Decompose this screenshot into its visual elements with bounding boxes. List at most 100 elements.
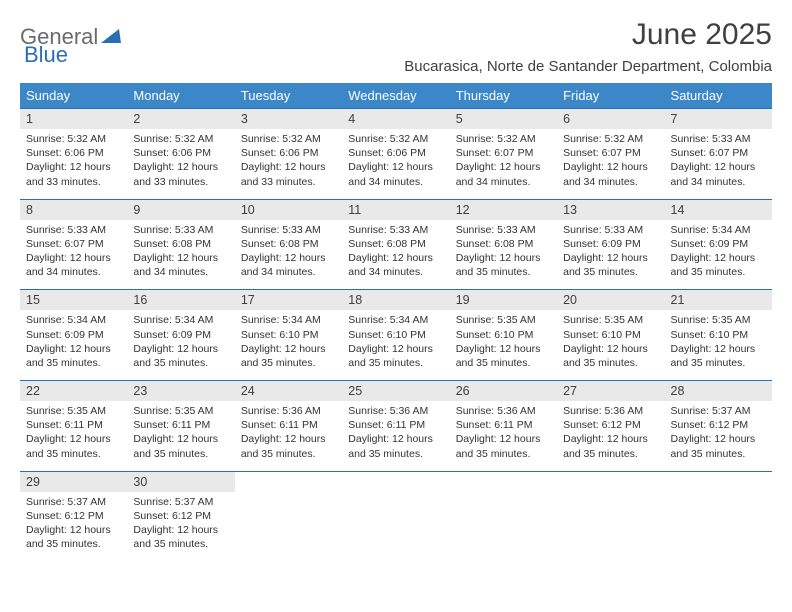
sunrise-text: Sunrise: 5:34 AM <box>241 313 336 327</box>
sunrise-text: Sunrise: 5:37 AM <box>26 495 121 509</box>
daylight-text: Daylight: 12 hours and 34 minutes. <box>241 251 336 279</box>
weekday-header: Wednesday <box>342 83 449 109</box>
sunrise-text: Sunrise: 5:34 AM <box>348 313 443 327</box>
day-details: Sunrise: 5:34 AMSunset: 6:09 PMDaylight:… <box>665 220 772 290</box>
daylight-text: Daylight: 12 hours and 35 minutes. <box>241 342 336 370</box>
sunset-text: Sunset: 6:07 PM <box>456 146 551 160</box>
daylight-text: Daylight: 12 hours and 34 minutes. <box>671 160 766 188</box>
daylight-text: Daylight: 12 hours and 35 minutes. <box>563 432 658 460</box>
calendar-cell: 3Sunrise: 5:32 AMSunset: 6:06 PMDaylight… <box>235 109 342 200</box>
sunrise-text: Sunrise: 5:35 AM <box>133 404 228 418</box>
sunset-text: Sunset: 6:10 PM <box>241 328 336 342</box>
day-details: Sunrise: 5:35 AMSunset: 6:10 PMDaylight:… <box>557 310 664 380</box>
sunrise-text: Sunrise: 5:34 AM <box>671 223 766 237</box>
calendar-cell: 23Sunrise: 5:35 AMSunset: 6:11 PMDayligh… <box>127 381 234 472</box>
sunrise-text: Sunrise: 5:32 AM <box>348 132 443 146</box>
calendar-cell: 5Sunrise: 5:32 AMSunset: 6:07 PMDaylight… <box>450 109 557 200</box>
sunset-text: Sunset: 6:06 PM <box>348 146 443 160</box>
daylight-text: Daylight: 12 hours and 35 minutes. <box>133 523 228 551</box>
sunset-text: Sunset: 6:07 PM <box>671 146 766 160</box>
day-number: 21 <box>665 290 772 310</box>
calendar-cell: 1Sunrise: 5:32 AMSunset: 6:06 PMDaylight… <box>20 109 127 200</box>
day-details: Sunrise: 5:36 AMSunset: 6:12 PMDaylight:… <box>557 401 664 471</box>
calendar-cell: 2Sunrise: 5:32 AMSunset: 6:06 PMDaylight… <box>127 109 234 200</box>
day-number: 20 <box>557 290 664 310</box>
weekday-header: Saturday <box>665 83 772 109</box>
day-number: 10 <box>235 200 342 220</box>
weekday-header: Monday <box>127 83 234 109</box>
daylight-text: Daylight: 12 hours and 33 minutes. <box>26 160 121 188</box>
day-details: Sunrise: 5:32 AMSunset: 6:07 PMDaylight:… <box>450 129 557 199</box>
day-number: 3 <box>235 109 342 129</box>
sunset-text: Sunset: 6:09 PM <box>26 328 121 342</box>
sunset-text: Sunset: 6:08 PM <box>133 237 228 251</box>
daylight-text: Daylight: 12 hours and 35 minutes. <box>456 432 551 460</box>
daylight-text: Daylight: 12 hours and 35 minutes. <box>26 342 121 370</box>
sunrise-text: Sunrise: 5:32 AM <box>26 132 121 146</box>
daylight-text: Daylight: 12 hours and 33 minutes. <box>133 160 228 188</box>
day-details: Sunrise: 5:37 AMSunset: 6:12 PMDaylight:… <box>127 492 234 562</box>
sunrise-text: Sunrise: 5:34 AM <box>133 313 228 327</box>
day-details: Sunrise: 5:33 AMSunset: 6:08 PMDaylight:… <box>235 220 342 290</box>
daylight-text: Daylight: 12 hours and 35 minutes. <box>133 432 228 460</box>
calendar-cell: 20Sunrise: 5:35 AMSunset: 6:10 PMDayligh… <box>557 290 664 381</box>
day-details: Sunrise: 5:34 AMSunset: 6:09 PMDaylight:… <box>20 310 127 380</box>
day-number: 14 <box>665 200 772 220</box>
calendar-cell: 15Sunrise: 5:34 AMSunset: 6:09 PMDayligh… <box>20 290 127 381</box>
day-number: 26 <box>450 381 557 401</box>
day-details: Sunrise: 5:37 AMSunset: 6:12 PMDaylight:… <box>665 401 772 471</box>
sunset-text: Sunset: 6:08 PM <box>456 237 551 251</box>
weekday-header-row: Sunday Monday Tuesday Wednesday Thursday… <box>20 83 772 109</box>
day-number: 15 <box>20 290 127 310</box>
sunrise-text: Sunrise: 5:33 AM <box>456 223 551 237</box>
day-details: Sunrise: 5:33 AMSunset: 6:09 PMDaylight:… <box>557 220 664 290</box>
calendar-cell <box>557 471 664 561</box>
calendar-row: 15Sunrise: 5:34 AMSunset: 6:09 PMDayligh… <box>20 290 772 381</box>
sunset-text: Sunset: 6:12 PM <box>26 509 121 523</box>
weekday-header: Thursday <box>450 83 557 109</box>
day-number: 30 <box>127 472 234 492</box>
sunrise-text: Sunrise: 5:32 AM <box>456 132 551 146</box>
sunrise-text: Sunrise: 5:37 AM <box>133 495 228 509</box>
page-header: General June 2025 Bucarasica, Norte de S… <box>20 18 772 75</box>
day-number: 11 <box>342 200 449 220</box>
daylight-text: Daylight: 12 hours and 35 minutes. <box>456 342 551 370</box>
daylight-text: Daylight: 12 hours and 35 minutes. <box>671 432 766 460</box>
daylight-text: Daylight: 12 hours and 35 minutes. <box>348 432 443 460</box>
sunset-text: Sunset: 6:10 PM <box>348 328 443 342</box>
sunset-text: Sunset: 6:11 PM <box>348 418 443 432</box>
day-details: Sunrise: 5:35 AMSunset: 6:10 PMDaylight:… <box>450 310 557 380</box>
sunset-text: Sunset: 6:09 PM <box>133 328 228 342</box>
calendar-cell: 13Sunrise: 5:33 AMSunset: 6:09 PMDayligh… <box>557 199 664 290</box>
daylight-text: Daylight: 12 hours and 35 minutes. <box>26 523 121 551</box>
day-details: Sunrise: 5:33 AMSunset: 6:07 PMDaylight:… <box>665 129 772 199</box>
daylight-text: Daylight: 12 hours and 33 minutes. <box>241 160 336 188</box>
calendar-cell: 26Sunrise: 5:36 AMSunset: 6:11 PMDayligh… <box>450 381 557 472</box>
sunrise-text: Sunrise: 5:36 AM <box>456 404 551 418</box>
daylight-text: Daylight: 12 hours and 34 minutes. <box>133 251 228 279</box>
day-number: 17 <box>235 290 342 310</box>
calendar-table: Sunday Monday Tuesday Wednesday Thursday… <box>20 83 772 561</box>
daylight-text: Daylight: 12 hours and 35 minutes. <box>563 342 658 370</box>
sunrise-text: Sunrise: 5:35 AM <box>26 404 121 418</box>
calendar-cell <box>665 471 772 561</box>
calendar-row: 8Sunrise: 5:33 AMSunset: 6:07 PMDaylight… <box>20 199 772 290</box>
calendar-cell: 30Sunrise: 5:37 AMSunset: 6:12 PMDayligh… <box>127 471 234 561</box>
brand-triangle-icon <box>101 27 121 48</box>
calendar-cell: 7Sunrise: 5:33 AMSunset: 6:07 PMDaylight… <box>665 109 772 200</box>
sunset-text: Sunset: 6:10 PM <box>671 328 766 342</box>
sunrise-text: Sunrise: 5:33 AM <box>241 223 336 237</box>
day-details: Sunrise: 5:32 AMSunset: 6:06 PMDaylight:… <box>235 129 342 199</box>
day-number: 9 <box>127 200 234 220</box>
daylight-text: Daylight: 12 hours and 35 minutes. <box>456 251 551 279</box>
sunrise-text: Sunrise: 5:34 AM <box>26 313 121 327</box>
day-details: Sunrise: 5:33 AMSunset: 6:08 PMDaylight:… <box>342 220 449 290</box>
sunrise-text: Sunrise: 5:36 AM <box>563 404 658 418</box>
calendar-cell: 27Sunrise: 5:36 AMSunset: 6:12 PMDayligh… <box>557 381 664 472</box>
brand-text-blue-wrap: Blue <box>24 42 68 68</box>
day-number: 13 <box>557 200 664 220</box>
sunrise-text: Sunrise: 5:33 AM <box>671 132 766 146</box>
calendar-cell: 22Sunrise: 5:35 AMSunset: 6:11 PMDayligh… <box>20 381 127 472</box>
daylight-text: Daylight: 12 hours and 35 minutes. <box>26 432 121 460</box>
sunrise-text: Sunrise: 5:36 AM <box>241 404 336 418</box>
